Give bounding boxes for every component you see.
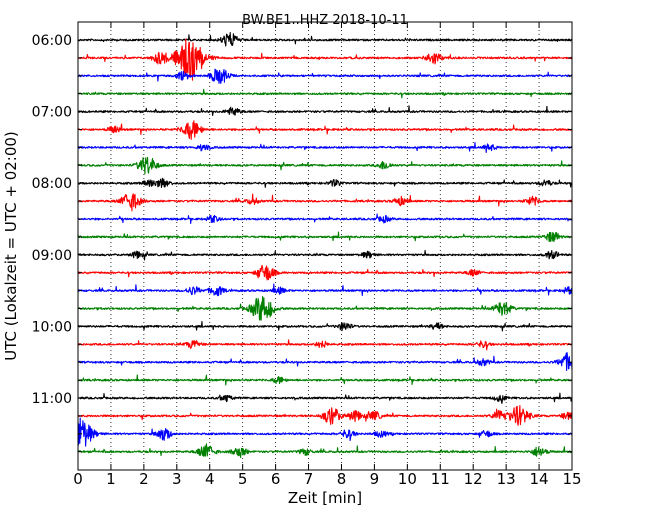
chart-title: BW.BE1..HHZ 2018-10-11 [242, 13, 408, 28]
trace-line [77, 417, 573, 447]
x-tick-label: 4 [205, 470, 215, 488]
trace-line [77, 88, 573, 99]
trace-line [77, 120, 573, 140]
x-tick-label: 11 [431, 470, 450, 488]
x-tick-label: 15 [562, 470, 581, 488]
y-axis-label: UTC (Lokalzeit = UTC + 02:00) [2, 131, 20, 361]
trace-line [77, 32, 573, 47]
x-tick-label: 7 [304, 470, 314, 488]
x-tick-label: 13 [497, 470, 516, 488]
trace-line [77, 193, 573, 212]
trace-line [77, 339, 573, 351]
trace-line [77, 38, 573, 81]
x-tick-label: 10 [398, 470, 417, 488]
trace-line [77, 177, 573, 188]
x-tick-label: 8 [337, 470, 347, 488]
x-tick-label: 1 [106, 470, 116, 488]
trace-line [77, 68, 573, 84]
trace-line [77, 231, 573, 243]
seismogram-traces [77, 32, 573, 458]
y-tick-label: 10:00 [32, 319, 72, 335]
trace-line [77, 283, 573, 297]
trace-line [77, 405, 573, 426]
x-tick-label: 2 [139, 470, 149, 488]
x-axis-ticks: 0 1 2 3 4 5 6 7 8 9 10 11 12 13 14 15 [73, 22, 582, 488]
trace-line [77, 374, 573, 386]
x-tick-label: 3 [172, 470, 182, 488]
trace-line [77, 264, 573, 281]
x-axis-label: Zeit [min] [288, 489, 362, 507]
x-tick-label: 14 [530, 470, 549, 488]
trace-line [77, 352, 573, 372]
x-tick-label: 12 [464, 470, 483, 488]
plot-frame [77, 21, 573, 471]
trace-line [77, 321, 573, 332]
grid-lines [110, 22, 540, 470]
x-tick-label: 9 [370, 470, 380, 488]
x-tick-label: 6 [271, 470, 281, 488]
trace-line [77, 105, 573, 116]
y-tick-label: 08:00 [32, 176, 72, 192]
y-tick-label: 09:00 [32, 248, 72, 264]
trace-line [77, 296, 573, 321]
trace-line [77, 249, 573, 261]
trace-line [77, 213, 573, 224]
y-tick-label: 06:00 [32, 33, 72, 49]
x-tick-label: 0 [73, 470, 83, 488]
trace-line [77, 142, 573, 153]
trace-line [77, 156, 573, 175]
trace-line [77, 392, 573, 404]
trace-line [77, 443, 573, 458]
y-tick-label: 11:00 [32, 391, 72, 407]
y-tick-label: 07:00 [32, 105, 72, 121]
x-tick-label: 5 [238, 470, 248, 488]
y-axis-ticks: 06:00 07:00 08:00 09:00 10:00 11:00 [32, 33, 572, 453]
